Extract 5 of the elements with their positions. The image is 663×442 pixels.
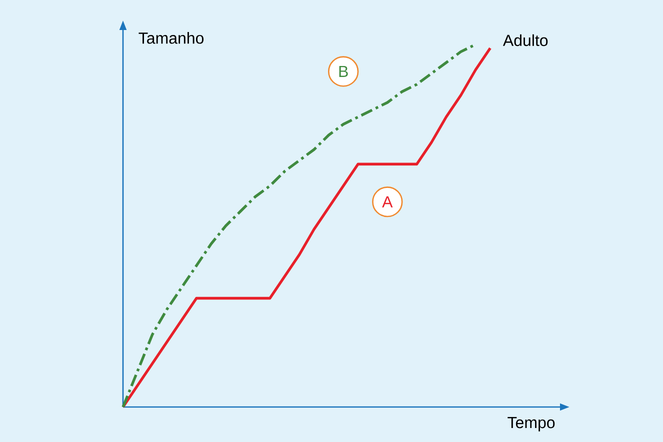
x-axis-title: Tempo [508,417,555,432]
text: Adulto [502,34,548,46]
y-axis-title: Tamanho [138,32,204,44]
text: B [339,66,348,77]
text: A [382,196,393,208]
